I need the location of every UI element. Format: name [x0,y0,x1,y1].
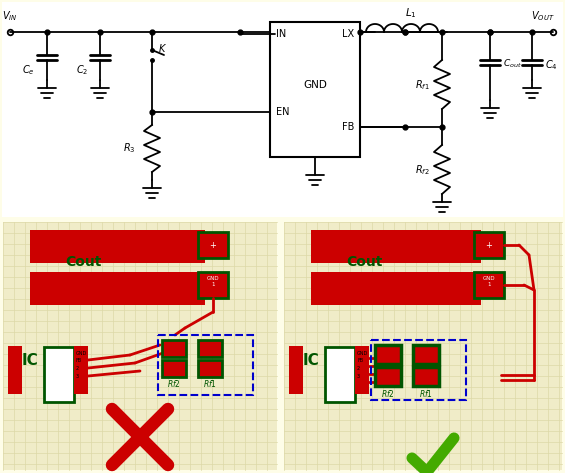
Bar [74,346,88,354]
Text: 1: 1 [211,281,215,287]
Bar [8,362,22,370]
Bar [413,345,439,364]
Bar [74,378,88,386]
Bar [355,370,369,378]
Bar [30,272,205,305]
Text: FB: FB [342,122,354,132]
Text: Cout: Cout [346,255,383,269]
Bar [375,367,401,386]
Bar [270,22,360,157]
Bar [8,346,22,354]
Bar [8,370,22,378]
Bar [355,346,369,354]
Bar [198,360,222,377]
Text: 2: 2 [357,366,360,370]
Text: 3: 3 [76,374,79,378]
Bar [474,272,504,298]
Bar [289,386,303,394]
Text: $R_3$: $R_3$ [124,141,136,155]
Bar [325,347,355,402]
Text: GND: GND [303,80,327,90]
Bar [355,362,369,370]
Bar [74,370,88,378]
Text: $C_e$: $C_e$ [23,63,35,77]
Bar [162,360,186,377]
Text: GND: GND [76,350,87,356]
Bar [413,367,439,386]
Text: $Rf2$: $Rf2$ [381,387,395,398]
Text: +: + [485,240,493,249]
Bar [289,354,303,362]
Text: LX: LX [342,29,354,39]
Bar [289,378,303,386]
Text: IN: IN [276,29,286,39]
Text: $C_4$: $C_4$ [545,58,558,72]
Bar [371,340,466,400]
Bar [284,222,562,470]
Bar [289,346,303,354]
Bar [3,222,277,470]
Text: FB: FB [357,358,363,362]
Bar [74,362,88,370]
Bar [198,272,228,298]
Text: 3: 3 [357,374,360,378]
Bar [355,386,369,394]
Text: GND: GND [357,350,368,356]
Text: IC: IC [21,352,38,368]
Bar [198,232,228,258]
Bar [355,378,369,386]
Bar [198,340,222,357]
Bar [30,230,205,263]
Bar [375,345,401,364]
Text: $L_1$: $L_1$ [405,6,417,20]
Text: $K$: $K$ [158,42,167,54]
Text: $Rf1$: $Rf1$ [203,377,217,388]
Text: EN: EN [276,107,289,117]
Bar [74,354,88,362]
Bar [2,2,563,217]
Bar [44,347,74,402]
Bar [289,362,303,370]
Bar [8,386,22,394]
Text: Cout: Cout [65,255,101,269]
Text: $V_{OUT}$: $V_{OUT}$ [532,9,555,23]
Bar [355,354,369,362]
Text: $C_2$: $C_2$ [76,63,88,77]
Text: 2: 2 [76,366,79,370]
Text: $Rf1$: $Rf1$ [419,387,433,398]
Bar [8,354,22,362]
Text: $R_{f1}$: $R_{f1}$ [415,78,430,92]
Text: $V_{IN}$: $V_{IN}$ [2,9,18,23]
Text: 1: 1 [487,281,491,287]
Bar [74,386,88,394]
Text: $R_{f2}$: $R_{f2}$ [415,163,430,177]
Bar [8,378,22,386]
Bar [311,272,481,305]
Text: IC: IC [303,352,319,368]
Text: GND: GND [483,275,496,280]
Bar [289,370,303,378]
Text: +: + [210,240,216,249]
Bar [162,340,186,357]
Bar [158,335,253,395]
Text: $Rf2$: $Rf2$ [167,377,181,388]
Bar [311,230,481,263]
Bar [474,232,504,258]
Text: GND: GND [207,275,219,280]
Text: $C_{out}$: $C_{out}$ [503,58,522,70]
Text: FB: FB [76,358,82,362]
